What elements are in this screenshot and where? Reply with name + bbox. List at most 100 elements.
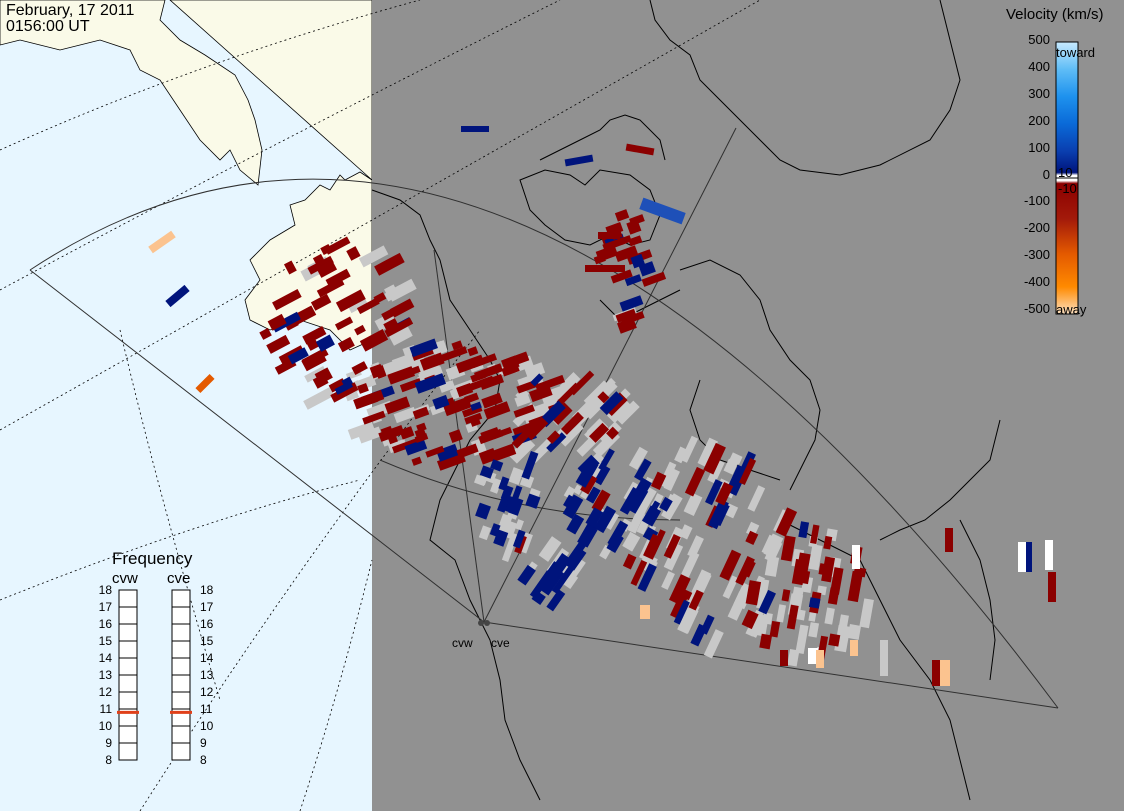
velocity-cell bbox=[595, 245, 619, 263]
velocity-cell bbox=[1048, 572, 1056, 602]
velocity-cell bbox=[575, 459, 599, 488]
ground-scatter-cell bbox=[540, 384, 569, 405]
freq-scale-right: 16 bbox=[200, 617, 214, 631]
velocity-cell bbox=[650, 471, 667, 491]
velocity-cell bbox=[560, 411, 584, 435]
ground-scatter-cell bbox=[661, 570, 675, 590]
ground-scatter-cell bbox=[753, 614, 769, 637]
velocity-cell bbox=[351, 361, 368, 375]
velocity-cell bbox=[1018, 542, 1026, 572]
ground-scatter-cell bbox=[508, 467, 524, 486]
velocity-cell bbox=[639, 197, 686, 225]
velocity-cell bbox=[617, 317, 637, 334]
ground-scatter-cell bbox=[690, 569, 712, 598]
ground-scatter-cell bbox=[808, 622, 820, 638]
velocity-cell bbox=[513, 404, 535, 418]
velocity-cell bbox=[614, 245, 639, 262]
velocity-cell bbox=[378, 424, 405, 442]
velocity-cell bbox=[528, 384, 553, 403]
freq-scale-left: 10 bbox=[98, 719, 112, 733]
velocity-cell bbox=[678, 588, 693, 601]
velocity-cell bbox=[688, 589, 704, 611]
velocity-cell bbox=[436, 443, 460, 462]
freq-scale-right: 12 bbox=[200, 685, 214, 699]
freq-scale-right: 11 bbox=[200, 702, 213, 716]
velocity-cell bbox=[563, 540, 587, 569]
velocity-cell bbox=[673, 599, 690, 625]
velocity-cell bbox=[490, 459, 504, 472]
velocity-cell bbox=[470, 401, 482, 411]
velocity-cell bbox=[850, 640, 858, 656]
ground-scatter-cell bbox=[501, 532, 518, 562]
velocity-cell bbox=[195, 373, 215, 394]
velocity-cell bbox=[451, 340, 463, 351]
velocity-cell bbox=[373, 292, 387, 304]
velocity-cell bbox=[354, 324, 366, 336]
velocity-cell bbox=[597, 391, 610, 404]
velocity-cell bbox=[399, 426, 415, 440]
velocity-cell bbox=[500, 488, 511, 501]
velocity-cell bbox=[758, 589, 776, 615]
velocity-cell bbox=[448, 429, 463, 443]
velocity-cell bbox=[266, 334, 291, 354]
ground-scatter-cell bbox=[347, 421, 376, 440]
ground-scatter-cell bbox=[836, 614, 849, 641]
freq-scale-left: 15 bbox=[98, 634, 112, 648]
velocity-cell bbox=[795, 552, 811, 580]
velocity-cell bbox=[940, 660, 950, 686]
velocity-cell bbox=[690, 623, 708, 647]
velocity-cell bbox=[780, 650, 788, 666]
velocity-cell bbox=[362, 410, 386, 425]
ground-scatter-cell bbox=[489, 478, 502, 494]
velocity-cell bbox=[628, 235, 643, 247]
velocity-cell bbox=[384, 396, 411, 415]
velocity-cell bbox=[467, 346, 479, 357]
velocity-cell bbox=[539, 400, 566, 428]
ground-scatter-cell bbox=[303, 387, 335, 410]
velocity-cell bbox=[663, 534, 681, 559]
velocity-cell bbox=[501, 363, 520, 377]
freq-scale-left: 16 bbox=[98, 617, 112, 631]
velocity-cell bbox=[531, 590, 546, 605]
velocity-cell bbox=[634, 458, 652, 481]
velocity-cell bbox=[549, 402, 573, 426]
velocity-cell bbox=[637, 563, 657, 592]
velocity-cell bbox=[622, 553, 637, 570]
velocity-cell bbox=[411, 456, 423, 466]
velocity-cell bbox=[546, 432, 567, 453]
velocity-cell bbox=[703, 442, 726, 475]
colorbar-tick: 100 bbox=[1028, 140, 1050, 155]
velocity-cell bbox=[606, 426, 619, 440]
colorbar-toward-label: toward bbox=[1056, 45, 1096, 60]
velocity-cell bbox=[409, 338, 438, 358]
velocity-cell bbox=[271, 311, 301, 333]
velocity-cell bbox=[384, 317, 414, 338]
velocity-cell bbox=[456, 443, 479, 459]
colorbar-tick: -100 bbox=[1023, 193, 1050, 208]
velocity-cell bbox=[745, 580, 762, 606]
velocity-cell bbox=[945, 528, 953, 552]
radar-site-cve bbox=[484, 620, 490, 626]
colorbar-tick: 500 bbox=[1028, 32, 1050, 47]
ground-scatter-cell bbox=[756, 578, 770, 610]
velocity-cell bbox=[439, 346, 468, 362]
velocity-cell bbox=[469, 375, 495, 391]
velocity-cell bbox=[503, 351, 530, 369]
velocity-cell bbox=[741, 609, 759, 630]
colorbar-tick: 300 bbox=[1028, 86, 1050, 101]
velocity-cell bbox=[649, 529, 666, 555]
ground-scatter-cell bbox=[628, 446, 648, 470]
velocity-cell bbox=[566, 513, 585, 535]
colorbar-tick: -500 bbox=[1023, 301, 1050, 316]
velocity-cell bbox=[585, 265, 625, 272]
ground-scatter-cell bbox=[508, 436, 536, 464]
ground-scatter-cell bbox=[661, 493, 683, 521]
ground-scatter-cell bbox=[519, 474, 535, 489]
velocity-cell bbox=[517, 564, 536, 586]
velocity-cell bbox=[705, 479, 723, 506]
ground-scatter-cell bbox=[683, 492, 703, 517]
velocity-cell bbox=[491, 443, 517, 462]
ground-scatter-cell bbox=[559, 372, 581, 393]
velocity-cell bbox=[416, 422, 427, 433]
